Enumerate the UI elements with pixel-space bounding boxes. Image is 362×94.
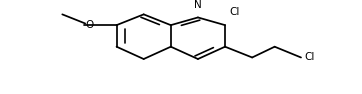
- Text: O: O: [85, 20, 93, 30]
- Text: Cl: Cl: [229, 7, 239, 17]
- Text: N: N: [194, 0, 202, 10]
- Text: Cl: Cl: [304, 52, 315, 63]
